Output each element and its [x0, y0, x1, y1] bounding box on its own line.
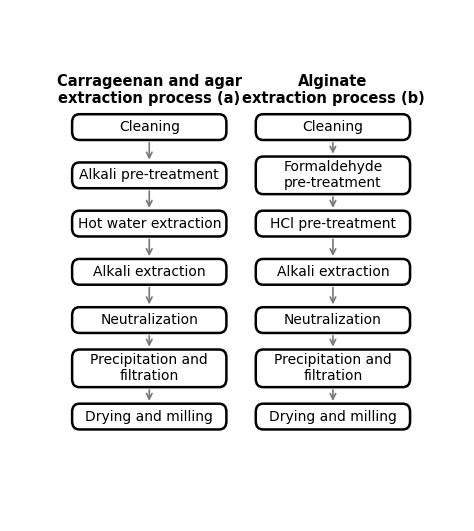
FancyBboxPatch shape	[256, 157, 410, 194]
Text: Alkali extraction: Alkali extraction	[277, 265, 389, 279]
FancyBboxPatch shape	[72, 211, 227, 236]
Text: Formaldehyde
pre-treatment: Formaldehyde pre-treatment	[283, 160, 383, 191]
Text: Neutralization: Neutralization	[284, 313, 382, 327]
Text: Neutralization: Neutralization	[100, 313, 198, 327]
FancyBboxPatch shape	[256, 307, 410, 333]
FancyBboxPatch shape	[256, 211, 410, 236]
FancyBboxPatch shape	[256, 349, 410, 387]
FancyBboxPatch shape	[72, 114, 227, 140]
Text: Cleaning: Cleaning	[119, 120, 180, 134]
FancyBboxPatch shape	[72, 404, 227, 430]
Text: Drying and milling: Drying and milling	[269, 409, 397, 424]
FancyBboxPatch shape	[256, 259, 410, 285]
FancyBboxPatch shape	[72, 349, 227, 387]
Text: Alginate
extraction process (b): Alginate extraction process (b)	[242, 74, 424, 106]
Text: Precipitation and
filtration: Precipitation and filtration	[274, 353, 392, 383]
FancyBboxPatch shape	[72, 307, 227, 333]
FancyBboxPatch shape	[72, 162, 227, 188]
Text: Cleaning: Cleaning	[302, 120, 364, 134]
FancyBboxPatch shape	[256, 114, 410, 140]
Text: Carrageenan and agar
extraction process (a): Carrageenan and agar extraction process …	[57, 74, 242, 106]
Text: Hot water extraction: Hot water extraction	[78, 217, 221, 230]
Text: Drying and milling: Drying and milling	[85, 409, 213, 424]
FancyBboxPatch shape	[256, 404, 410, 430]
Text: Precipitation and
filtration: Precipitation and filtration	[91, 353, 208, 383]
FancyBboxPatch shape	[72, 259, 227, 285]
Text: Alkali pre-treatment: Alkali pre-treatment	[80, 168, 219, 182]
Text: HCl pre-treatment: HCl pre-treatment	[270, 217, 396, 230]
Text: Alkali extraction: Alkali extraction	[93, 265, 206, 279]
